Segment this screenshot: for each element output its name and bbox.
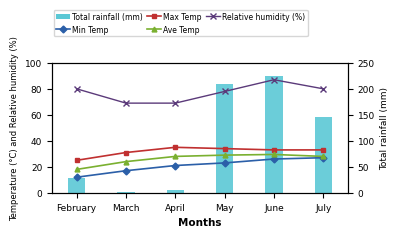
Max Temp: [173, 146, 178, 149]
Relative humidity (%): [321, 88, 326, 91]
Line: Max Temp: Max Temp: [74, 145, 326, 163]
X-axis label: Months: Months: [178, 217, 222, 227]
Max Temp: [222, 148, 227, 150]
Max Temp: [74, 159, 79, 162]
Min Temp: [222, 162, 227, 165]
Relative humidity (%): [124, 102, 128, 105]
Bar: [68, 178, 85, 193]
Bar: [315, 118, 332, 193]
Bar: [117, 192, 135, 193]
Max Temp: [321, 149, 326, 152]
Relative humidity (%): [272, 79, 276, 82]
Min Temp: [74, 176, 79, 179]
Ave Temp: [74, 168, 79, 171]
Max Temp: [272, 149, 276, 152]
Y-axis label: Temperature (°C) and Relative humidity (%): Temperature (°C) and Relative humidity (…: [10, 36, 20, 220]
Bar: [265, 76, 283, 193]
Bar: [167, 190, 184, 193]
Ave Temp: [222, 154, 227, 157]
Ave Temp: [272, 153, 276, 156]
Relative humidity (%): [173, 102, 178, 105]
Min Temp: [173, 164, 178, 167]
Bar: [216, 84, 233, 193]
Ave Temp: [173, 155, 178, 158]
Min Temp: [124, 170, 128, 172]
Ave Temp: [321, 155, 326, 158]
Relative humidity (%): [74, 88, 79, 91]
Line: Relative humidity (%): Relative humidity (%): [74, 78, 326, 106]
Legend: Total rainfall (mm), Min Temp, Max Temp, Ave Temp, Relative humidity (%): Total rainfall (mm), Min Temp, Max Temp,…: [54, 11, 308, 37]
Relative humidity (%): [222, 91, 227, 93]
Min Temp: [272, 158, 276, 161]
Line: Min Temp: Min Temp: [74, 155, 326, 180]
Ave Temp: [124, 160, 128, 163]
Line: Ave Temp: Ave Temp: [74, 152, 326, 172]
Y-axis label: Total rainfall (mm): Total rainfall (mm): [380, 87, 390, 170]
Max Temp: [124, 151, 128, 154]
Min Temp: [321, 157, 326, 159]
